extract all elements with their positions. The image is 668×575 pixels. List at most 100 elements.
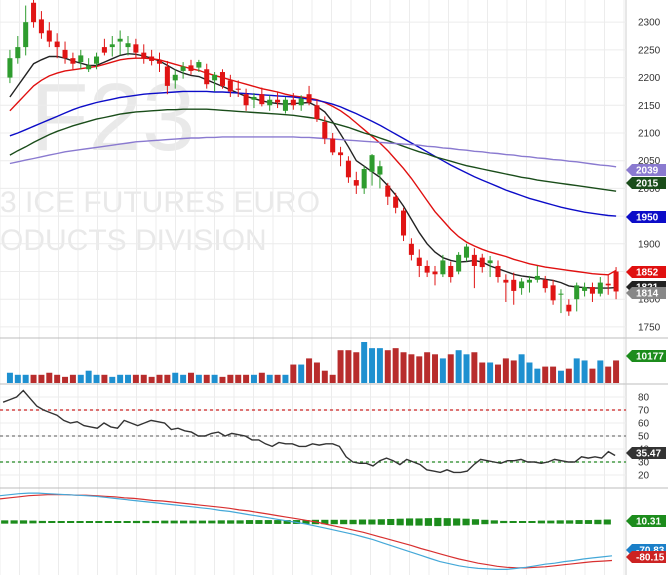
- candle-body: [448, 265, 454, 278]
- macd-histogram-bar: [556, 520, 564, 524]
- macd-histogram-bar: [29, 520, 37, 524]
- volume-bar: [77, 374, 84, 383]
- volume-bar: [14, 374, 21, 383]
- volume-bar: [54, 374, 61, 383]
- macd-histogram-bar: [349, 519, 357, 525]
- volume-bar: [109, 376, 116, 383]
- candle-body: [62, 49, 68, 59]
- candle-body: [298, 98, 304, 106]
- value-badge-shape: [626, 287, 666, 299]
- volume-bar: [38, 374, 45, 383]
- volume-bar: [353, 352, 360, 383]
- volume-bar: [30, 374, 37, 383]
- candle-body: [456, 254, 462, 272]
- candle-body: [282, 99, 288, 111]
- rsi-tick-label: 30: [638, 458, 650, 469]
- value-badge-shape: [626, 551, 666, 563]
- candle-body: [353, 180, 359, 186]
- price-tick-label: 2000: [638, 184, 661, 195]
- candle-body: [322, 121, 328, 139]
- volume-bar: [219, 376, 226, 383]
- volume-bar: [164, 374, 171, 383]
- volume-bar: [306, 358, 313, 383]
- macd-histogram-bar: [509, 521, 517, 523]
- macd-histogram-bar: [396, 518, 404, 526]
- value-badge-shape: [626, 266, 666, 278]
- value-badge-label: 2015: [636, 179, 659, 190]
- volume-bar: [550, 366, 557, 383]
- volume-bar: [573, 358, 580, 383]
- candle-body: [432, 271, 438, 275]
- moving-average-line: [9, 108, 617, 192]
- candle-body: [440, 260, 446, 275]
- volume-bar: [384, 350, 391, 383]
- macd-line: [0, 492, 613, 571]
- volume-bar: [290, 364, 297, 383]
- candle-body: [463, 246, 470, 258]
- volume-bar: [408, 354, 415, 383]
- volume-bar: [282, 374, 289, 383]
- volume-bar: [597, 360, 604, 383]
- volume-bar: [69, 374, 76, 383]
- candle-body: [70, 58, 76, 64]
- volume-bar: [565, 368, 572, 383]
- candle-body: [542, 279, 548, 289]
- value-badge-shape: [626, 350, 666, 362]
- candle-body: [15, 47, 21, 59]
- rsi-tick-label: 70: [638, 406, 650, 417]
- macd-histogram-bar: [19, 520, 28, 524]
- candle-body: [495, 265, 501, 278]
- candle-body: [338, 152, 344, 156]
- volume-bar: [180, 374, 187, 383]
- macd-histogram-bar: [142, 520, 150, 524]
- candle-body: [503, 279, 509, 283]
- candle-body: [54, 41, 60, 48]
- candle-body: [377, 166, 383, 175]
- volume-bar: [6, 372, 13, 383]
- volume-bar: [250, 374, 257, 383]
- volume-bar: [227, 374, 234, 383]
- candle-body: [164, 66, 170, 86]
- candle-body: [574, 285, 580, 300]
- volume-bar: [526, 362, 533, 383]
- macd-histogram-bar: [38, 520, 46, 524]
- volume-bar: [93, 374, 100, 383]
- macd-histogram-bar: [123, 521, 131, 523]
- price-axis: 1750180018501900195020002050210021502200…: [638, 18, 661, 482]
- value-badge-shape: [626, 211, 666, 223]
- volume-bar: [589, 368, 596, 383]
- volume-bar: [101, 374, 108, 383]
- volume-bar: [369, 348, 376, 383]
- value-badge-label: 10.31: [636, 517, 661, 528]
- candle-body: [267, 99, 273, 106]
- candle-body: [259, 94, 265, 105]
- candle-body: [31, 2, 37, 23]
- volume-bar: [605, 366, 612, 383]
- macd-histogram-bar: [189, 520, 197, 524]
- value-badge-label: 1814: [636, 289, 659, 300]
- volume-bar: [195, 374, 202, 383]
- candle-body: [243, 94, 249, 106]
- macd-histogram-bar: [594, 519, 602, 525]
- candle-body: [219, 72, 225, 86]
- macd-histogram-bar: [170, 520, 178, 524]
- price-tick-label: 1750: [638, 322, 661, 333]
- macd-histogram-bar: [227, 520, 235, 524]
- volume-bar: [22, 374, 29, 383]
- macd-histogram-bar: [48, 521, 56, 523]
- macd-histogram-bar: [340, 519, 348, 525]
- candle-body: [204, 69, 210, 85]
- candle-body: [424, 265, 430, 273]
- macd-histogram-bar: [57, 521, 65, 523]
- macd-histogram-bar: [405, 518, 414, 526]
- candle-body: [605, 283, 611, 286]
- candle-body: [180, 66, 186, 71]
- candle-body: [78, 55, 84, 63]
- volume-bar: [376, 348, 383, 383]
- macd-histogram-bar: [424, 518, 432, 526]
- watermark-line-2: ODUCTS DIVISION: [0, 224, 267, 257]
- macd-histogram-bar: [236, 520, 244, 524]
- macd-histogram-bar: [368, 519, 376, 525]
- volume-bar: [345, 350, 352, 383]
